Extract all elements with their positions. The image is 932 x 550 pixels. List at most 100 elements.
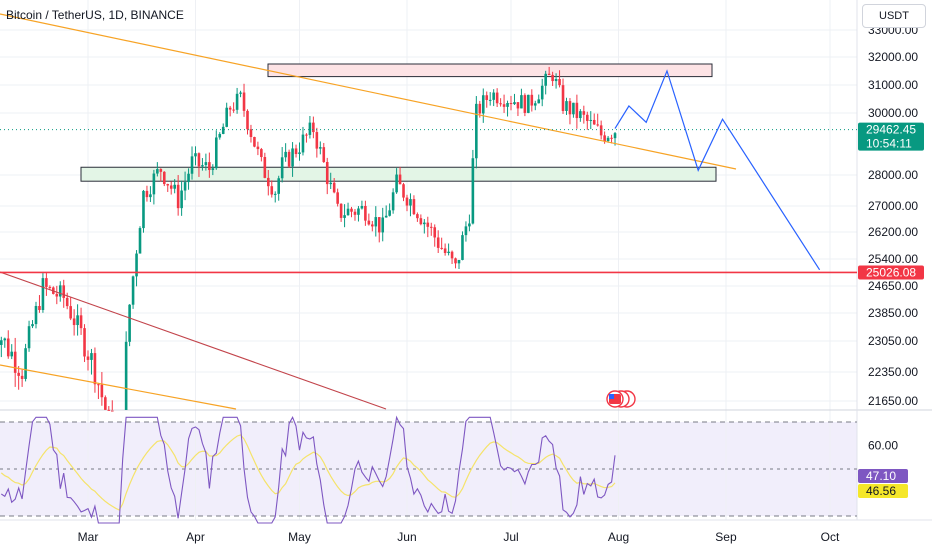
- candle: [402, 182, 405, 202]
- currency-selector-button[interactable]: USDT: [862, 4, 926, 28]
- candle: [162, 171, 166, 187]
- candle: [93, 347, 97, 393]
- candle: [270, 180, 274, 198]
- x-tick-label: Aug: [608, 530, 629, 544]
- candle: [565, 97, 568, 115]
- candle: [319, 141, 322, 155]
- candle: [249, 124, 253, 143]
- candle: [239, 90, 242, 98]
- candle: [266, 170, 270, 196]
- candle: [585, 111, 589, 130]
- candle: [298, 142, 301, 161]
- candle: [575, 94, 579, 129]
- candle: [527, 94, 530, 114]
- rsi-ma-line: [0, 434, 616, 511]
- candle: [83, 324, 86, 363]
- candle: [69, 297, 72, 321]
- candle: [367, 213, 371, 226]
- candle: [284, 143, 287, 162]
- candle: [58, 281, 62, 302]
- candles: [0, 66, 617, 412]
- y-tick-label: 21650.00: [868, 394, 918, 408]
- x-tick-label: Apr: [186, 530, 205, 544]
- candle: [218, 132, 222, 140]
- x-tick-label: Sep: [715, 530, 737, 544]
- candle: [235, 87, 239, 114]
- candle: [173, 179, 176, 194]
- svg-text:29462.45: 29462.45: [866, 123, 916, 137]
- candle: [395, 168, 398, 194]
- candle: [364, 200, 367, 226]
- candle: [194, 146, 197, 166]
- candle: [107, 406, 111, 411]
- candle: [468, 214, 471, 232]
- y-tick-label: 28000.00: [868, 168, 918, 182]
- candle: [55, 285, 59, 305]
- candle: [152, 169, 156, 205]
- rsi-value-badge: 47.10: [858, 469, 908, 483]
- candle: [124, 331, 128, 410]
- candle: [329, 172, 333, 189]
- candle: [104, 395, 107, 410]
- price-axis: 33000.0032000.0031000.0030000.0028000.00…: [868, 23, 918, 408]
- x-tick-label: Oct: [821, 530, 840, 544]
- candle: [253, 136, 256, 148]
- candle: [429, 222, 433, 236]
- candle: [273, 191, 277, 203]
- resistance-zone: [267, 63, 713, 78]
- descending-trendline-upper: [0, 13, 737, 170]
- candle: [516, 102, 520, 117]
- candle: [405, 194, 409, 212]
- candle: [20, 369, 24, 387]
- candle: [554, 73, 558, 89]
- candle: [45, 273, 48, 296]
- candle: [13, 337, 17, 387]
- candle: [301, 126, 305, 156]
- candle: [495, 88, 499, 107]
- candle: [457, 259, 461, 269]
- candle: [190, 146, 194, 180]
- candle: [481, 88, 485, 123]
- candle: [499, 98, 502, 107]
- candle: [221, 123, 225, 135]
- candle: [41, 272, 45, 313]
- candle: [339, 203, 343, 222]
- candle: [346, 202, 350, 216]
- candle: [31, 320, 34, 329]
- y-tick-label: 31000.00: [868, 78, 918, 92]
- chart-title: Bitcoin / TetherUS, 1D, BINANCE: [6, 8, 184, 22]
- candle: [149, 186, 152, 203]
- candle: [377, 217, 381, 243]
- candle: [592, 113, 596, 125]
- candle: [426, 216, 430, 238]
- candle: [208, 152, 211, 178]
- candle: [582, 105, 586, 124]
- candle: [308, 116, 312, 139]
- candle: [475, 96, 478, 169]
- candle: [86, 350, 90, 371]
- candle: [280, 147, 284, 183]
- candle: [436, 230, 440, 253]
- candle: [461, 231, 464, 261]
- candle: [305, 133, 308, 143]
- candle: [3, 337, 7, 348]
- candle: [488, 92, 492, 106]
- candle: [204, 153, 208, 171]
- candle: [412, 195, 416, 216]
- y-tick-label: 27000.00: [868, 199, 918, 213]
- candle: [485, 91, 489, 108]
- descending-trendline-lower: [0, 364, 237, 410]
- candle: [90, 348, 93, 375]
- candle: [551, 71, 554, 87]
- candle: [558, 70, 561, 88]
- candle: [225, 102, 228, 128]
- x-tick-label: Mar: [78, 530, 99, 544]
- candle: [145, 185, 149, 202]
- candle: [142, 189, 145, 233]
- candle: [38, 295, 41, 313]
- candle: [388, 203, 391, 217]
- flag-icon[interactable]: [606, 390, 636, 408]
- candle: [287, 149, 291, 168]
- candle: [10, 344, 14, 360]
